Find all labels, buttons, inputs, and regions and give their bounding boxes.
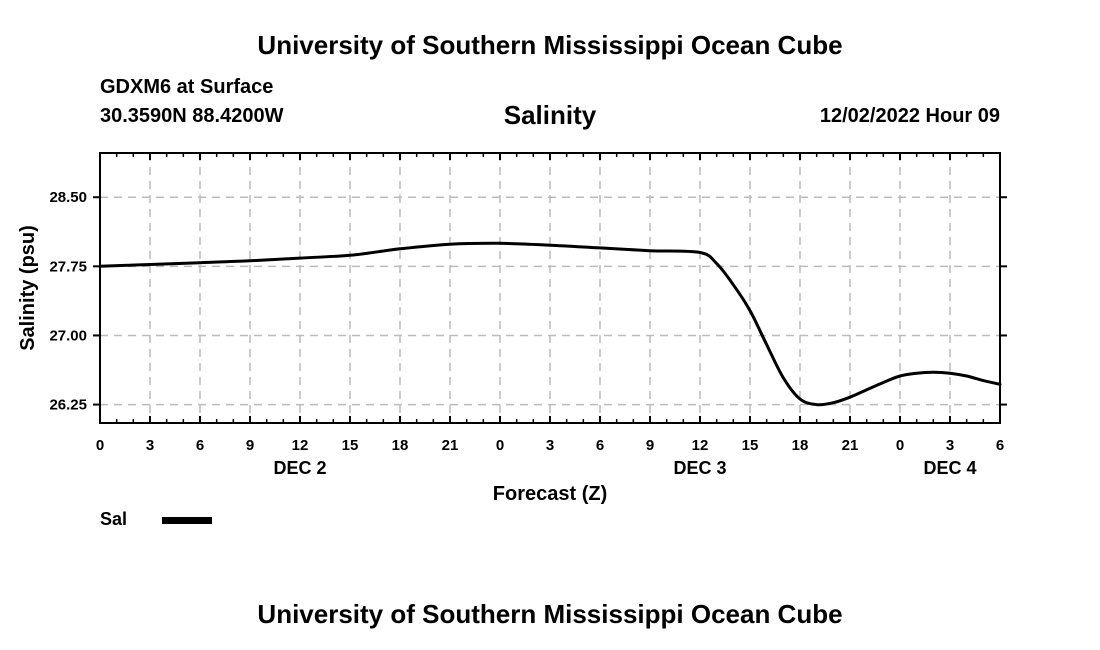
x-tick-label: 18 [792, 437, 809, 454]
x-tick-label: 6 [996, 437, 1004, 454]
footer-title: University of Southern Mississippi Ocean… [257, 599, 843, 629]
x-tick-label: 12 [692, 437, 709, 454]
y-tick-label: 26.25 [49, 397, 87, 414]
x-tick-label: 18 [392, 437, 409, 454]
date-label: DEC 4 [923, 458, 976, 478]
x-tick-label: 21 [442, 437, 459, 454]
x-tick-label: 3 [146, 437, 154, 454]
legend-label: Sal [100, 509, 128, 529]
page-title: University of Southern Mississippi Ocean… [257, 30, 843, 60]
y-tick-label: 28.50 [49, 189, 87, 206]
y-tick-label: 27.75 [49, 258, 87, 275]
x-tick-label: 6 [596, 437, 604, 454]
x-tick-label: 9 [646, 437, 654, 454]
x-tick-label: 6 [196, 437, 204, 454]
axis-labels: 0 3 6 9 12 15 18 21 0 3 6 9 12 15 18 21 0 3 6 26.25 27.00 27.… [49, 189, 1004, 478]
x-tick-label: 0 [896, 437, 904, 454]
grid-lines [100, 153, 1000, 423]
chart-title: Salinity [503, 100, 597, 130]
x-tick-label: 21 [842, 437, 859, 454]
x-tick-label: 15 [342, 437, 359, 454]
station-label: GDXM6 at Surface [100, 76, 274, 98]
x-axis-label: Forecast (Z) [493, 483, 607, 505]
date-label: DEC 2 [273, 458, 326, 478]
axis-ticks [93, 153, 1007, 423]
date-label: DEC 3 [673, 458, 726, 478]
x-tick-label: 3 [946, 437, 954, 454]
x-tick-label: 0 [96, 437, 104, 454]
x-tick-label: 9 [246, 437, 254, 454]
coordinates-label: 30.3590N 88.4200W [100, 105, 284, 127]
x-tick-label: 0 [496, 437, 504, 454]
y-tick-label: 27.00 [49, 327, 87, 344]
y-axis-label: Salinity (psu) [17, 225, 39, 351]
x-tick-label: 15 [742, 437, 759, 454]
datetime-label: 12/02/2022 Hour 09 [819, 105, 1000, 127]
x-tick-label: 12 [292, 437, 309, 454]
series-line-sal [98, 241, 1002, 407]
legend-swatch [162, 517, 212, 524]
x-tick-label: 3 [546, 437, 554, 454]
